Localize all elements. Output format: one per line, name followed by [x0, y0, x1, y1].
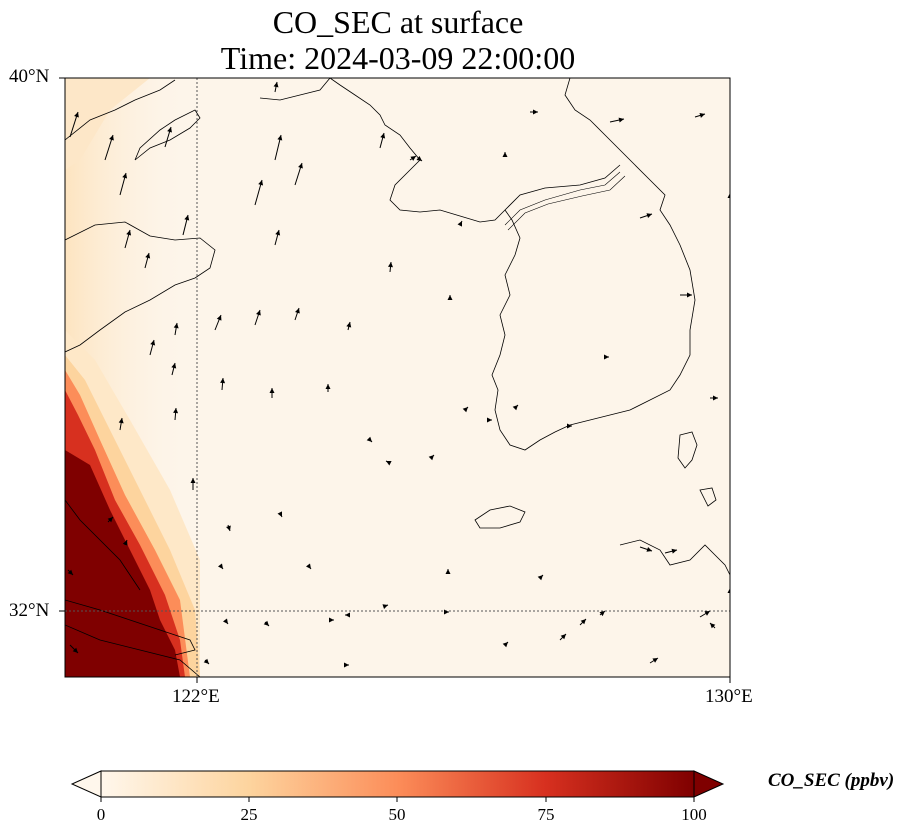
- wind-arrow-head: [345, 612, 350, 618]
- colorbar: [100, 770, 695, 798]
- wind-arrow-head: [226, 525, 231, 531]
- wind-arrow-head: [567, 423, 572, 429]
- wind-arrow-head: [652, 658, 658, 663]
- wind-arrow-head: [646, 547, 652, 552]
- wind-arrow-head: [173, 408, 179, 414]
- wind-arrow-head: [713, 395, 718, 401]
- wind-arrow-head: [699, 113, 705, 118]
- lon-label-122E: 122°E: [172, 686, 220, 707]
- wind-arrow-head: [502, 642, 508, 648]
- wind-arrow-head: [67, 569, 73, 575]
- wind-arrow-head: [344, 662, 349, 668]
- wind-arrow-head: [258, 180, 264, 186]
- wind-arrow-head: [184, 215, 190, 221]
- wind-arrow-head: [462, 407, 468, 413]
- wind-arrow-head: [223, 618, 228, 624]
- wind-arrow-head: [604, 354, 609, 360]
- wind-arrow-head: [325, 384, 331, 389]
- wind-arrow-head: [277, 135, 283, 141]
- colorbar-tick-label: 75: [537, 805, 555, 824]
- wind-arrow-head: [382, 604, 388, 609]
- wind-arrow-head: [560, 634, 566, 640]
- wind-arrow-head: [537, 575, 543, 581]
- colorbar-tick-label: 25: [240, 805, 258, 824]
- plot-frame: [64, 77, 731, 678]
- wind-arrow-head: [366, 436, 372, 442]
- wind-arrow-head: [457, 221, 462, 227]
- wind-arrow-head: [580, 619, 586, 625]
- wind-arrow-head: [380, 133, 386, 139]
- wind-arrow-head: [256, 310, 261, 316]
- wind-arrow-head: [218, 563, 223, 569]
- colorbar-tick-label: 50: [388, 805, 406, 824]
- wind-arrow-head: [216, 315, 222, 321]
- lat-label-32N: 32°N: [9, 600, 50, 621]
- wind-arrow-head: [445, 569, 451, 574]
- wind-arrow-head: [72, 647, 78, 653]
- wind-arrow-head: [502, 152, 508, 157]
- wind-arrow-head: [710, 623, 716, 629]
- wind-arrow-head: [171, 363, 177, 369]
- wind-arrow-head: [618, 117, 624, 123]
- wind-arrow-head: [704, 611, 710, 616]
- wind-arrow-head: [269, 388, 275, 393]
- wind-arrow-head: [727, 193, 730, 198]
- wind-arrow-head: [277, 511, 282, 517]
- wind-arrow-head: [203, 658, 209, 664]
- wind-arrow-head: [109, 135, 114, 141]
- lat-label-40N: 40°N: [9, 66, 50, 87]
- wind-arrow-head: [447, 295, 453, 300]
- colorbar-tick-label: 100: [681, 805, 707, 824]
- wind-arrow-head: [599, 611, 605, 617]
- wind-arrow-head: [295, 308, 300, 314]
- wind-arrow-head: [306, 563, 311, 569]
- wind-arrow-head: [386, 461, 392, 466]
- lon-label-130E: 130°E: [705, 686, 753, 707]
- wind-arrow-head: [646, 213, 652, 218]
- wind-arrow-head: [273, 82, 279, 88]
- chart-title: CO_SEC at surface: [272, 4, 524, 40]
- wind-arrow-head: [126, 230, 132, 236]
- wind-arrow-head: [173, 323, 179, 329]
- wind-arrow-head: [388, 262, 393, 268]
- colorbar-extend-min: [70, 770, 102, 798]
- wind-arrow-head: [118, 418, 124, 424]
- wind-arrow-head: [687, 292, 692, 298]
- wind-arrow-head: [145, 253, 151, 259]
- wind-arrow-head: [122, 173, 128, 179]
- wind-arrow-head: [167, 127, 172, 133]
- concentration-patch: [65, 78, 150, 170]
- wind-arrow-head: [263, 620, 269, 626]
- wind-arrow-head: [220, 378, 226, 384]
- wind-arrow-head: [107, 517, 113, 523]
- wind-arrow-head: [428, 455, 434, 461]
- wind-arrow-head: [275, 230, 281, 236]
- colorbar-label: CO_SEC (ppbv): [768, 770, 895, 791]
- wind-arrow-head: [727, 588, 730, 593]
- colorbar-extend-max: [693, 770, 725, 798]
- wind-arrow-head: [190, 478, 196, 483]
- wind-arrow-head: [329, 617, 334, 623]
- wind-arrow-head: [512, 405, 518, 411]
- wind-arrow-head: [444, 609, 449, 615]
- wind-arrow-head: [346, 322, 352, 328]
- colorbar-tick-label: 0: [96, 805, 106, 824]
- wind-arrow-head: [122, 540, 128, 546]
- wind-arrow-head: [416, 156, 422, 161]
- wind-arrow-head: [533, 109, 538, 115]
- wind-vectors: [67, 81, 730, 668]
- wind-arrow-head: [671, 548, 677, 554]
- wind-arrow-head: [487, 417, 492, 423]
- wind-arrow-head: [410, 156, 416, 161]
- chart-subtitle: Time: 2024-03-09 22:00:00: [220, 40, 576, 76]
- wind-arrow-head: [298, 163, 303, 169]
- border-lines: [504, 171, 626, 231]
- wind-arrow-head: [74, 112, 79, 118]
- wind-arrow-head: [150, 340, 156, 346]
